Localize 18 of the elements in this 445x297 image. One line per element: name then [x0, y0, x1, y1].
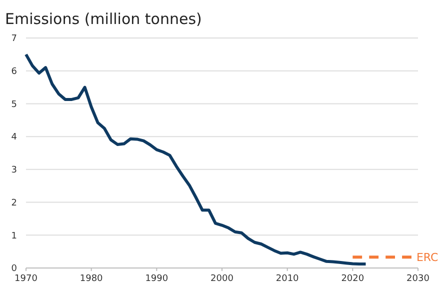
- x-tick-label: 1990: [145, 274, 168, 284]
- y-tick-label: 7: [11, 34, 17, 44]
- y-tick-label: 0: [11, 264, 18, 274]
- y-tick-label: 3: [11, 166, 17, 176]
- x-tick-label: 2010: [276, 274, 300, 284]
- y-tick-label: 1: [11, 231, 17, 242]
- y-tick-label: 5: [11, 100, 17, 110]
- y-tick-label: 2: [11, 198, 17, 208]
- x-tick-label: 2030: [406, 274, 430, 284]
- y-tick-label: 4: [11, 132, 18, 143]
- line-series: [24, 52, 368, 266]
- x-tick-label: 2020: [341, 274, 364, 284]
- chart-title: Emissions (million tonnes): [5, 10, 202, 28]
- series-label: ERC: [416, 251, 439, 264]
- y-tick-label: 6: [11, 67, 18, 78]
- x-tick-label: 1970: [14, 274, 38, 284]
- x-tick-label: 1980: [80, 274, 104, 284]
- x-tick-label: 2000: [210, 274, 234, 284]
